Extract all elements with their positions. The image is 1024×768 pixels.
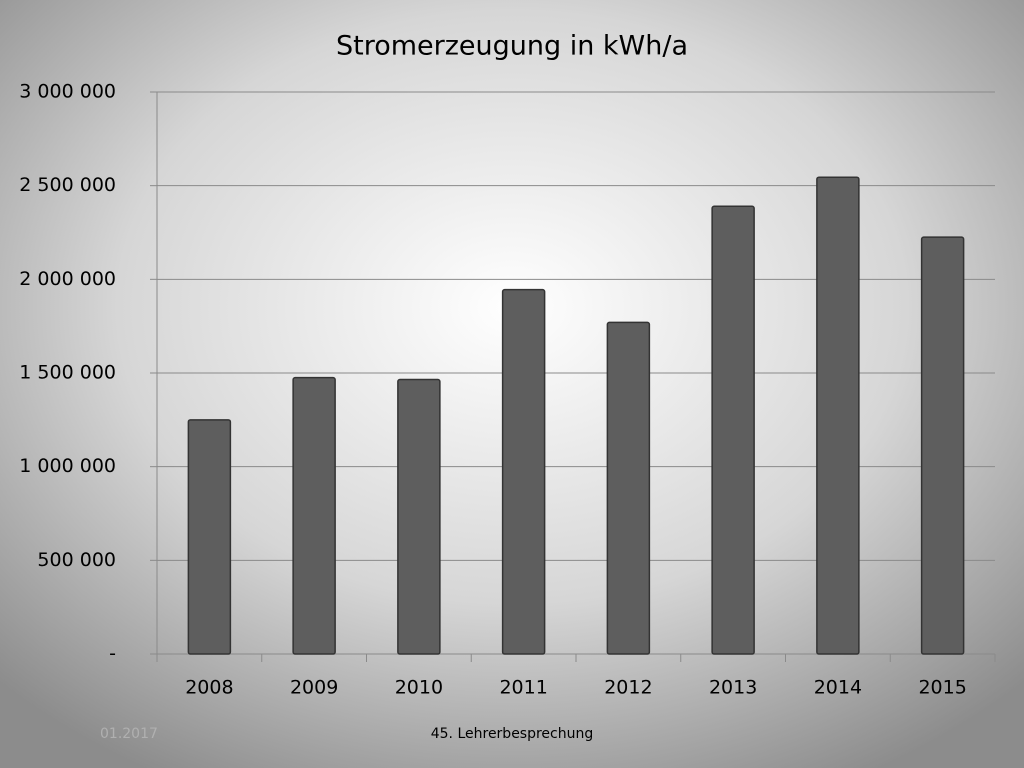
x-tick-label: 2012: [604, 677, 652, 699]
x-tick-label: 2008: [185, 677, 233, 699]
x-tick-label: 2013: [709, 677, 757, 699]
x-tick-label: 2015: [918, 677, 966, 699]
bar: [501, 288, 546, 655]
y-tick-label: 1 500 000: [19, 362, 116, 384]
y-tick-label: -: [109, 643, 116, 665]
bar: [397, 378, 441, 655]
x-tick-label: 2009: [290, 677, 338, 699]
x-tick-label: 2011: [499, 677, 547, 699]
y-tick-label: 3 000 000: [19, 81, 116, 103]
bar: [187, 419, 232, 655]
y-tick-label: 2 000 000: [19, 268, 116, 290]
x-tick-label: 2010: [395, 677, 443, 699]
bar: [292, 376, 336, 655]
bar: [816, 176, 860, 655]
footer-text: 45. Lehrerbesprechung: [431, 726, 594, 742]
x-tick-label: 2014: [814, 677, 862, 699]
bar: [920, 236, 965, 655]
bar: [711, 205, 755, 655]
chart-title: Stromerzeugung in kWh/a: [336, 31, 688, 62]
y-tick-label: 1 000 000: [19, 455, 116, 477]
y-tick-label: 2 500 000: [19, 174, 116, 196]
footer-date: 01.2017: [100, 726, 158, 742]
bar: [606, 321, 651, 655]
y-tick-label: 500 000: [37, 549, 116, 571]
